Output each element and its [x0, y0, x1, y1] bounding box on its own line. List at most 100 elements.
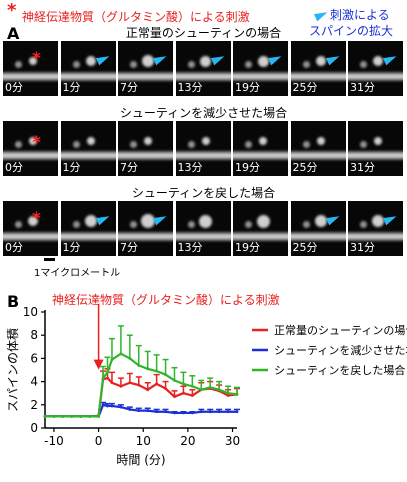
dendrite — [3, 151, 58, 160]
micrograph-frame: 13分 — [175, 121, 231, 176]
data-point — [128, 381, 132, 385]
dendritic-spine — [15, 61, 22, 68]
x-tick-label: 30 — [225, 434, 240, 448]
series-line — [45, 403, 237, 418]
data-point — [119, 405, 123, 409]
data-point — [164, 373, 167, 377]
micrograph-frame: 19分 — [233, 41, 288, 96]
dendritic-spine — [130, 61, 137, 68]
dendritic-spine — [141, 214, 155, 228]
micrograph-frame: 7分 — [118, 121, 173, 176]
dendrite — [175, 232, 231, 241]
y-tick-label: 8 — [30, 328, 38, 342]
dendritic-spine — [187, 61, 195, 68]
dendritic-spine — [15, 141, 22, 148]
y-tick-label: 2 — [30, 398, 38, 412]
data-point — [137, 383, 141, 387]
dendrite — [290, 72, 346, 81]
dendritic-spine — [245, 61, 252, 68]
data-point — [208, 410, 212, 414]
dendritic-spine — [142, 55, 154, 67]
data-point — [173, 379, 176, 382]
dendrite — [175, 72, 231, 81]
x-tick-label: 10 — [136, 434, 151, 448]
time-label: 1分 — [62, 161, 81, 174]
series-line — [45, 352, 238, 418]
dendritic-spine — [360, 221, 367, 228]
dendritic-spine — [72, 221, 80, 228]
dendrite — [60, 151, 116, 160]
dendrite — [118, 151, 173, 160]
dendrite — [118, 72, 173, 81]
micrograph-frame: 13分 — [175, 201, 231, 256]
micrograph-frame: 31分 — [348, 121, 403, 176]
data-point — [208, 386, 212, 389]
data-point — [155, 382, 159, 386]
dendrite — [233, 72, 288, 81]
time-label: 1分 — [62, 81, 81, 94]
micrograph-frame: 31分 — [348, 201, 403, 256]
panel-b-letter: B — [7, 292, 20, 311]
data-point — [106, 376, 109, 380]
dendrite — [60, 232, 116, 241]
chart-axes: 0 2 4 6 8 10 -10 0 10 20 30 時間 (分) スパインの体積 — [5, 304, 240, 467]
data-point — [61, 415, 65, 418]
data-point — [235, 410, 239, 414]
dendritic-spine — [201, 137, 210, 145]
micrograph-frame: 1分 — [60, 41, 116, 96]
dendritic-spine — [85, 56, 96, 66]
dendrite — [348, 151, 403, 160]
time-label: 13分 — [177, 161, 203, 174]
data-point — [217, 410, 221, 414]
legend-line1: 刺激による — [330, 8, 390, 22]
stimulus-site-star-icon: * — [32, 49, 41, 69]
dendrite — [348, 232, 403, 241]
data-point — [217, 388, 221, 392]
dendrite — [118, 232, 173, 241]
micrograph-frame: 7分 — [118, 201, 173, 256]
dendritic-spine — [72, 61, 80, 68]
y-tick-label: 0 — [30, 421, 38, 435]
data-point — [190, 394, 194, 397]
legend-label: シューティンを減少させた場合 — [274, 343, 407, 357]
data-point — [106, 370, 109, 374]
data-point — [226, 394, 230, 397]
data-point — [88, 415, 92, 418]
x-axis-label: 時間 (分) — [116, 453, 165, 467]
stimulus-arrow-head-icon — [93, 359, 104, 370]
stimulus-label: 神経伝達物質（グルタミン酸）による刺激 — [52, 293, 280, 307]
micrograph-frame: 19分 — [233, 201, 288, 256]
time-label: 0分 — [5, 161, 23, 174]
dendrite — [233, 151, 288, 160]
chart-marks — [43, 325, 240, 418]
micrograph-frame: 25分 — [290, 41, 346, 96]
spine-arrow-legend-icon — [313, 8, 330, 22]
micrograph-frame: 1分 — [60, 121, 116, 176]
micrograph-frame: 19分 — [233, 121, 288, 176]
micrograph-frame: 25分 — [290, 201, 346, 256]
panel-a-letter: A — [7, 24, 20, 43]
data-point — [190, 384, 194, 388]
data-point — [137, 363, 141, 367]
dendritic-spine — [28, 216, 38, 226]
data-point — [137, 409, 141, 412]
micrograph-frame: 25分 — [290, 121, 346, 176]
row-title-reduced: シューティンを減少させた場合 — [119, 106, 288, 120]
dendritic-spine — [315, 56, 326, 66]
dendritic-spine — [373, 56, 383, 66]
dendrite — [348, 72, 403, 81]
dendrite — [3, 232, 58, 241]
dendritic-spine — [372, 215, 384, 227]
data-point — [164, 410, 167, 414]
micrograph-frame: 31分 — [348, 41, 403, 96]
dendritic-spine — [29, 137, 37, 145]
data-point — [146, 409, 150, 412]
data-point — [110, 381, 114, 385]
data-point — [119, 352, 123, 356]
dendrite — [233, 232, 288, 241]
dendritic-spine — [302, 141, 310, 148]
dendrite — [290, 151, 346, 160]
data-point — [155, 410, 159, 414]
micrograph-frame: 13分 — [175, 41, 231, 96]
